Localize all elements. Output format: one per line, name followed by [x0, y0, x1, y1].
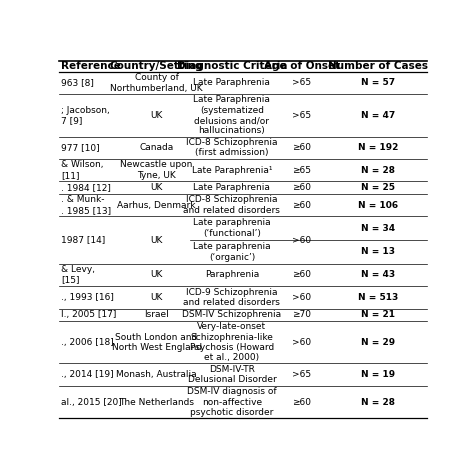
Text: Very-late-onset
Schizophrenia-like
Psychosis (Howard
et al., 2000): Very-late-onset Schizophrenia-like Psych… [190, 322, 274, 362]
Text: >60: >60 [292, 338, 311, 346]
Text: UK: UK [150, 236, 163, 245]
Text: ≥60: ≥60 [292, 183, 311, 192]
Text: Monash, Australia: Monash, Australia [116, 370, 197, 379]
Text: & Wilson,
[11]: & Wilson, [11] [61, 161, 104, 180]
Text: Israel: Israel [144, 310, 169, 319]
Text: N = 47: N = 47 [361, 111, 395, 120]
Text: >65: >65 [292, 370, 311, 379]
Text: Late Paraphrenia
(systematized
delusions and/or
hallucinations): Late Paraphrenia (systematized delusions… [193, 95, 270, 136]
Text: ICD-8 Schizophrenia
(first admission): ICD-8 Schizophrenia (first admission) [186, 138, 278, 157]
Text: South London and
North West England: South London and North West England [111, 333, 201, 352]
Text: DSM-IV Schizophrenia: DSM-IV Schizophrenia [182, 310, 282, 319]
Text: ., 2014 [19]: ., 2014 [19] [61, 370, 114, 379]
Text: ICD-9 Schizophrenia
and related disorders: ICD-9 Schizophrenia and related disorder… [183, 288, 280, 307]
Text: 963 [8]: 963 [8] [61, 79, 94, 88]
Text: N = 34: N = 34 [361, 224, 395, 233]
Text: N = 19: N = 19 [361, 370, 395, 379]
Text: ICD-8 Schizophrenia
and related disorders: ICD-8 Schizophrenia and related disorder… [183, 195, 280, 215]
Text: Paraphrenia: Paraphrenia [205, 270, 259, 279]
Text: Late Paraphrenia¹: Late Paraphrenia¹ [191, 166, 272, 175]
Text: UK: UK [150, 293, 163, 302]
Text: ≥70: ≥70 [292, 310, 311, 319]
Text: Late Paraphrenia: Late Paraphrenia [193, 79, 270, 88]
Text: Country/Setting: Country/Setting [110, 61, 203, 71]
Text: Late paraphrenia
(‘organic’): Late paraphrenia (‘organic’) [193, 242, 271, 262]
Text: >60: >60 [292, 293, 311, 302]
Text: N = 28: N = 28 [361, 398, 395, 407]
Text: UK: UK [150, 270, 163, 279]
Text: The Netherlands: The Netherlands [119, 398, 194, 407]
Text: DSM-IV diagnosis of
non-affective
psychotic disorder: DSM-IV diagnosis of non-affective psycho… [187, 387, 277, 417]
Text: UK: UK [150, 183, 163, 192]
Text: Age of Onset: Age of Onset [264, 61, 340, 71]
Text: Aarhus, Denmark: Aarhus, Denmark [118, 201, 196, 210]
Text: 1987 [14]: 1987 [14] [61, 236, 105, 245]
Text: N = 29: N = 29 [361, 338, 395, 346]
Text: N = 25: N = 25 [361, 183, 395, 192]
Text: Newcastle upon
Tyne, UK: Newcastle upon Tyne, UK [120, 161, 193, 180]
Text: ; Jacobson,
7 [9]: ; Jacobson, 7 [9] [61, 106, 110, 125]
Text: ., 2006 [18]: ., 2006 [18] [61, 338, 114, 346]
Text: >65: >65 [292, 79, 311, 88]
Text: UK: UK [150, 111, 163, 120]
Text: N = 57: N = 57 [361, 79, 395, 88]
Text: County of
Northumberland, UK: County of Northumberland, UK [110, 73, 203, 93]
Text: N = 13: N = 13 [361, 247, 395, 256]
Text: . 1984 [12]: . 1984 [12] [61, 183, 111, 192]
Text: Number of Cases: Number of Cases [328, 61, 428, 71]
Text: >60: >60 [292, 236, 311, 245]
Text: & Levy,
[15]: & Levy, [15] [61, 265, 95, 284]
Text: Diagnostic Criteria: Diagnostic Criteria [177, 61, 287, 71]
Text: Reference: Reference [62, 61, 121, 71]
Text: >65: >65 [292, 111, 311, 120]
Text: Canada: Canada [139, 143, 174, 152]
Text: ≥60: ≥60 [292, 143, 311, 152]
Text: 977 [10]: 977 [10] [61, 143, 100, 152]
Text: N = 513: N = 513 [358, 293, 398, 302]
Text: ≥65: ≥65 [292, 166, 311, 175]
Text: al., 2015 [20]: al., 2015 [20] [61, 398, 122, 407]
Text: ., 1993 [16]: ., 1993 [16] [61, 293, 114, 302]
Text: ≥60: ≥60 [292, 398, 311, 407]
Text: N = 21: N = 21 [361, 310, 395, 319]
Text: Late Paraphrenia: Late Paraphrenia [193, 183, 270, 192]
Text: N = 43: N = 43 [361, 270, 395, 279]
Text: ≥60: ≥60 [292, 201, 311, 210]
Text: Late paraphrenia
(‘functional’): Late paraphrenia (‘functional’) [193, 219, 271, 238]
Text: N = 28: N = 28 [361, 166, 395, 175]
Text: DSM-IV-TR
Delusional Disorder: DSM-IV-TR Delusional Disorder [188, 365, 276, 384]
Text: N = 192: N = 192 [358, 143, 398, 152]
Text: ≥60: ≥60 [292, 270, 311, 279]
Text: . & Munk-
. 1985 [13]: . & Munk- . 1985 [13] [61, 195, 111, 215]
Text: N = 106: N = 106 [358, 201, 398, 210]
Text: l., 2005 [17]: l., 2005 [17] [61, 310, 117, 319]
